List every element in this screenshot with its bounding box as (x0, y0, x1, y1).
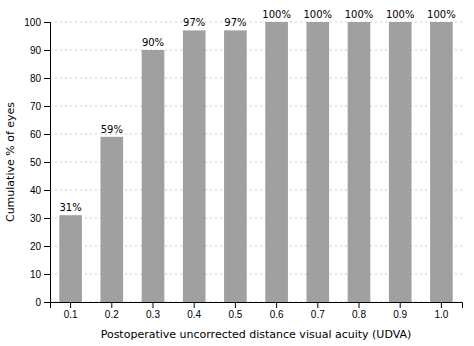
data-label: 97% (183, 17, 205, 28)
y-tick-mark (44, 274, 50, 275)
y-tick-label: 90 (30, 45, 42, 56)
y-tick-label: 80 (30, 73, 42, 84)
x-tick-mark (441, 302, 442, 308)
bar (224, 30, 247, 302)
data-label: 100% (386, 9, 415, 20)
x-tick-mark (400, 302, 401, 308)
x-tick-mark (194, 302, 195, 308)
y-tick-mark (44, 246, 50, 247)
x-tick: 0.9 (393, 302, 407, 320)
bar (389, 22, 412, 302)
y-axis: 0 10 20 30 40 50 60 70 80 90 100 (24, 17, 50, 308)
x-tick: 0.6 (270, 302, 284, 320)
bar (348, 22, 371, 302)
x-tick-label: 0.3 (146, 309, 160, 320)
data-label: 97% (224, 17, 246, 28)
bar (183, 30, 206, 302)
x-tick: 0.7 (311, 302, 325, 320)
data-labels: 31% 59% 90% 97% 97% 100% 100% 100% 100% 100% (59, 9, 455, 213)
y-tick: 100 (24, 17, 50, 28)
bar (306, 22, 329, 302)
y-tick: 20 (30, 241, 50, 252)
y-axis-title: Cumulative % of eyes (4, 102, 17, 222)
data-label: 90% (142, 37, 164, 48)
bar (59, 215, 82, 302)
y-tick-mark (44, 106, 50, 107)
y-tick-mark (44, 134, 50, 135)
y-tick-mark (44, 50, 50, 51)
y-tick-label: 70 (30, 101, 42, 112)
x-tick: 0.1 (64, 302, 78, 320)
x-tick-mark (317, 302, 318, 308)
x-axis-line (51, 303, 463, 309)
data-label: 100% (262, 9, 291, 20)
y-axis-line (44, 23, 51, 303)
x-tick-label: 1.0 (434, 309, 448, 320)
x-tick-label: 0.7 (311, 309, 325, 320)
x-tick-mark (111, 302, 112, 308)
bars (59, 22, 452, 302)
data-label: 31% (59, 202, 81, 213)
y-tick: 70 (30, 101, 50, 112)
x-tick-label: 0.2 (105, 309, 119, 320)
y-tick: 40 (30, 185, 50, 196)
data-label: 100% (304, 9, 333, 20)
y-tick: 0 (35, 297, 50, 308)
y-tick-mark (44, 162, 50, 163)
y-tick-label: 40 (30, 185, 42, 196)
y-tick-mark (44, 190, 50, 191)
data-label: 59% (101, 124, 123, 135)
y-tick-label: 20 (30, 241, 42, 252)
x-tick-mark (276, 302, 277, 308)
x-tick: 0.3 (146, 302, 160, 320)
x-axis: 0.1 0.2 0.3 0.4 0.5 0.6 0.7 0.8 0.9 1.0 (51, 302, 463, 320)
x-tick-mark (153, 302, 154, 308)
y-tick-mark (44, 218, 50, 219)
x-tick-label: 0.8 (352, 309, 366, 320)
x-tick-label: 0.9 (393, 309, 407, 320)
data-label: 100% (345, 9, 374, 20)
x-tick: 0.4 (187, 302, 201, 320)
y-tick-label: 50 (30, 157, 42, 168)
chart: 0.1 0.2 0.3 0.4 0.5 0.6 0.7 0.8 0.9 1.0 0 10 20 30 40 5… (0, 0, 474, 346)
bar (265, 22, 288, 302)
x-tick: 0.5 (228, 302, 242, 320)
x-tick: 0.8 (352, 302, 366, 320)
y-tick: 30 (30, 213, 50, 224)
y-tick-label: 100 (24, 17, 41, 28)
plot: 0.1 0.2 0.3 0.4 0.5 0.6 0.7 0.8 0.9 1.0 0 10 20 30 40 5… (24, 9, 462, 320)
x-tick: 0.2 (105, 302, 119, 320)
y-tick-label: 60 (30, 129, 42, 140)
y-tick-label: 30 (30, 213, 42, 224)
y-tick-label: 0 (35, 297, 41, 308)
y-tick-mark (44, 78, 50, 79)
x-tick: 1.0 (434, 302, 448, 320)
x-axis-title: Postoperative uncorrected distance visua… (101, 328, 412, 341)
y-tick-mark (44, 22, 50, 23)
bar (430, 22, 453, 302)
y-tick: 10 (30, 269, 50, 280)
y-tick: 90 (30, 45, 50, 56)
x-tick-mark (235, 302, 236, 308)
y-tick: 50 (30, 157, 50, 168)
x-tick-mark (359, 302, 360, 308)
bar (142, 50, 165, 302)
y-tick: 80 (30, 73, 50, 84)
x-tick-label: 0.1 (64, 309, 78, 320)
grid (50, 22, 462, 302)
x-tick-mark (70, 302, 71, 308)
y-tick-label: 10 (30, 269, 42, 280)
bar (100, 137, 123, 302)
y-tick-mark (44, 302, 50, 303)
x-tick-label: 0.4 (187, 309, 201, 320)
x-tick-label: 0.6 (270, 309, 284, 320)
data-label: 100% (427, 9, 456, 20)
x-tick-label: 0.5 (228, 309, 242, 320)
y-tick: 60 (30, 129, 50, 140)
